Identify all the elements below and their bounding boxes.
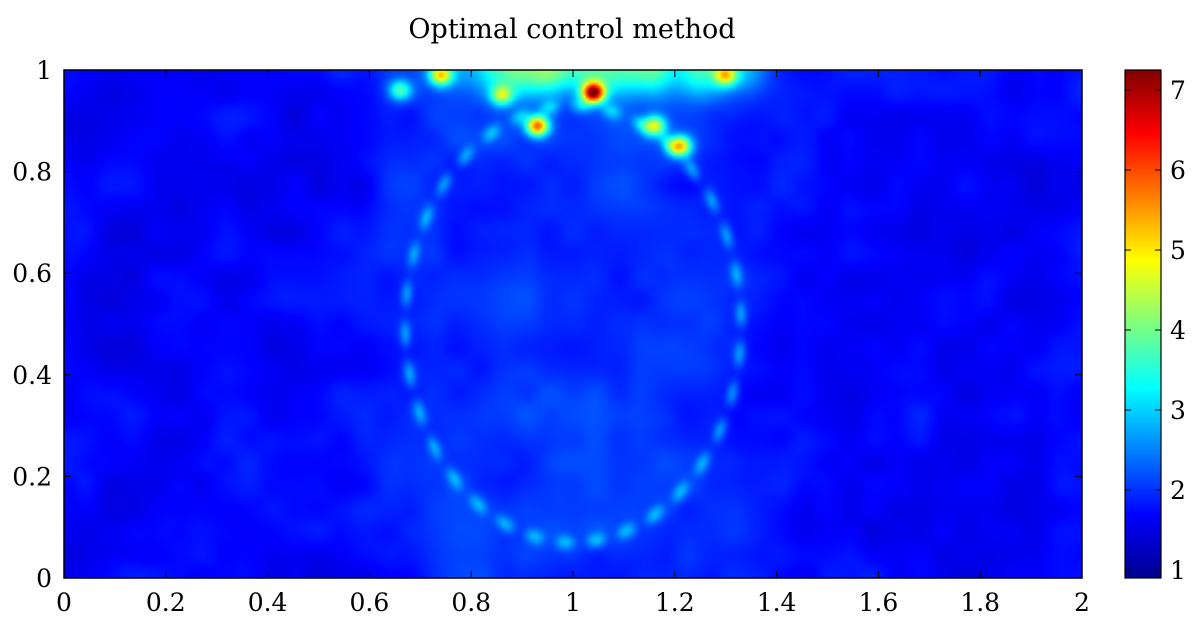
colorbar-tick-label: 6 — [1170, 156, 1186, 185]
x-tick-label: 1.8 — [960, 588, 1000, 617]
x-tick-label: 2 — [1074, 588, 1090, 617]
x-tick-label: 1.6 — [859, 588, 899, 617]
x-tick-label: 0 — [56, 588, 72, 617]
heatmap-field — [64, 70, 1082, 578]
x-tick-label: 1 — [565, 588, 581, 617]
colorbar-axis: 1 2 3 4 5 6 7 — [1125, 76, 1186, 585]
x-tick-label: 0.2 — [146, 588, 186, 617]
x-axis: 0 0.2 0.4 0.6 0.8 1 1.2 1.4 1.6 1.8 2 — [56, 70, 1090, 617]
y-tick-label: 0.6 — [12, 259, 52, 288]
colorbar-tick-label: 1 — [1170, 556, 1186, 585]
y-tick-label: 0.2 — [12, 462, 52, 491]
colorbar-tick-label: 4 — [1170, 316, 1186, 345]
x-tick-label: 0.6 — [350, 588, 390, 617]
x-tick-label: 0.4 — [248, 588, 288, 617]
y-tick-label: 0.4 — [12, 361, 52, 390]
plot-area: 0 0.2 0.4 0.6 0.8 1 1.2 1.4 1.6 1.8 2 0 0.2 0.4 0.6 0.… — [12, 56, 1090, 617]
y-tick-label: 1 — [36, 56, 52, 85]
chart-title: Optimal control method — [408, 14, 735, 45]
colorbar-tick-label: 2 — [1170, 476, 1186, 505]
x-tick-label: 1.4 — [757, 588, 797, 617]
y-tick-label: 0 — [36, 564, 52, 593]
colorbar-tick-label: 3 — [1170, 396, 1186, 425]
colorbar: 1 2 3 4 5 6 7 — [1124, 69, 1186, 585]
colorbar-tick-label: 7 — [1170, 76, 1186, 105]
x-tick-label: 1.2 — [655, 588, 695, 617]
y-axis: 0 0.2 0.4 0.6 0.8 1 — [12, 56, 1082, 593]
y-tick-label: 0.8 — [12, 158, 52, 187]
x-tick-label: 0.8 — [451, 588, 491, 617]
colorbar-gradient — [1124, 69, 1162, 579]
colorbar-tick-label: 5 — [1170, 236, 1186, 265]
